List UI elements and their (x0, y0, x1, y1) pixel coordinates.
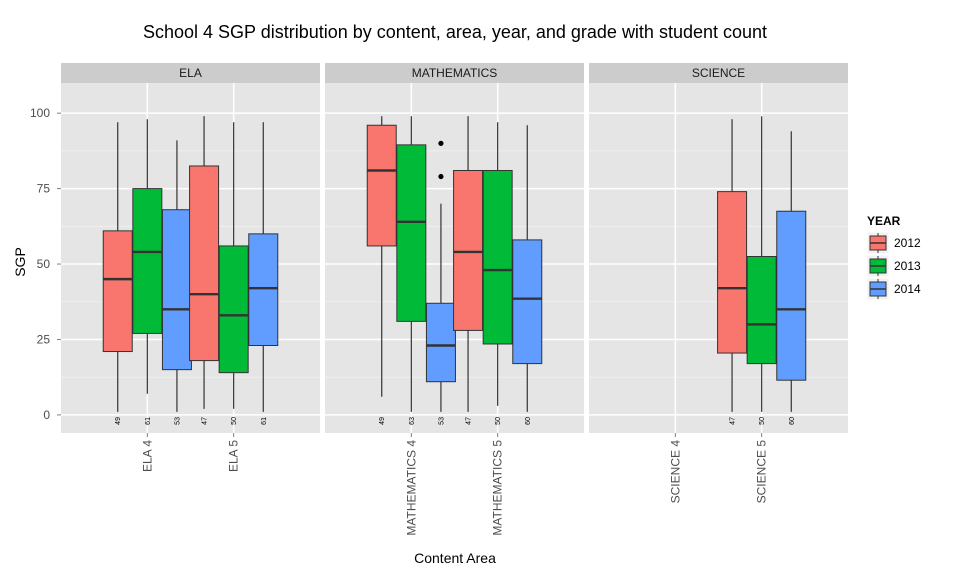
box-ela-4-2012: 49 (102, 122, 133, 425)
box-mathematics-4-2012: 49 (366, 116, 397, 425)
outlier-point (438, 140, 444, 146)
student-count-label: 61 (261, 417, 268, 425)
legend-item-2014: 2014 (866, 277, 921, 301)
student-count-label: 61 (145, 417, 152, 425)
box-body (161, 209, 192, 371)
legend-item-2012: 2012 (866, 231, 921, 255)
y-tick-label: 100 (30, 106, 50, 120)
student-count-label: 47 (730, 417, 737, 425)
legend: YEAR 2012 2013 2014 (866, 214, 921, 301)
facet-panel-science: SCIENCE SCIENCE 4 SCIENCE 5 47 50 60 (589, 63, 848, 503)
box-science-5-2012: 47 (717, 119, 748, 425)
box-science-5-2014: 60 (776, 131, 807, 425)
outlier-point (438, 173, 444, 180)
box-body (746, 255, 777, 365)
student-count-label: 50 (759, 417, 766, 425)
student-count-label: 60 (789, 417, 796, 425)
student-count-label: 53 (438, 417, 445, 425)
legend-label: 2013 (894, 259, 921, 273)
facet-strip (61, 63, 320, 83)
box-mathematics-5-2013: 50 (482, 122, 513, 425)
x-tick-label: SCIENCE 5 (755, 440, 769, 504)
box-science-5-2013: 50 (746, 116, 777, 425)
box-body (366, 124, 397, 247)
x-tick-label: SCIENCE 4 (668, 440, 682, 504)
box-body (425, 302, 456, 383)
student-count-label: 49 (115, 417, 122, 425)
box-body (482, 170, 513, 345)
legend-label: 2012 (894, 236, 921, 250)
legend-label: 2014 (894, 282, 921, 296)
y-tick-label: 25 (37, 332, 51, 346)
y-tick-label: 0 (43, 408, 50, 422)
box-body (453, 170, 484, 331)
student-count-label: 47 (202, 417, 209, 425)
box-mathematics-4-2013: 63 (396, 116, 427, 425)
student-count-label: 50 (495, 417, 502, 425)
box-body (512, 239, 543, 365)
facet-strip (589, 63, 848, 83)
student-count-label: 47 (466, 417, 473, 425)
box-body (132, 188, 163, 334)
box-ela-5-2012: 47 (189, 116, 220, 425)
y-axis-title: SGP (12, 247, 28, 277)
y-axis: 0 25 50 75 100 (30, 106, 61, 422)
facet-strip-label: SCIENCE (692, 66, 745, 80)
student-count-label: 49 (379, 417, 386, 425)
x-axis-title: Content Area (414, 550, 496, 566)
x-tick-label: MATHEMATICS 5 (491, 440, 505, 536)
box-ela-4-2013: 61 (132, 119, 163, 425)
y-tick-label: 75 (37, 182, 51, 196)
facet-strip-label: MATHEMATICS (412, 66, 498, 80)
facet-strip (325, 63, 584, 83)
legend-title: YEAR (867, 214, 901, 228)
box-ela-5-2013: 50 (218, 122, 249, 425)
student-count-label: 53 (174, 417, 181, 425)
student-count-label: 60 (525, 417, 532, 425)
facet-panel-mathematics: MATHEMATICS MATHEMATICS 4 MATHEMATICS 5 49 6… (325, 63, 584, 536)
box-body (396, 144, 427, 322)
chart-title: School 4 SGP distribution by content, ar… (143, 22, 767, 42)
facet-panel-ela: ELA ELA 4 ELA 5 49 61 53 47 50 61 (61, 63, 320, 472)
box-body (717, 191, 748, 354)
box-mathematics-4-2014: 53 (425, 140, 456, 425)
box-body (218, 245, 249, 374)
facet-strip-label: ELA (179, 66, 202, 80)
legend-item-2013: 2013 (866, 254, 921, 278)
student-count-label: 63 (409, 417, 416, 425)
box-ela-5-2014: 61 (248, 122, 279, 425)
box-body (776, 210, 807, 381)
box-mathematics-5-2014: 60 (512, 125, 543, 425)
x-tick-label: ELA 5 (227, 440, 241, 472)
box-body (189, 165, 220, 362)
box-body (248, 233, 279, 347)
box-ela-4-2014: 53 (161, 140, 192, 425)
box-body (102, 230, 133, 353)
x-tick-label: ELA 4 (140, 440, 154, 472)
y-tick-label: 50 (37, 257, 51, 271)
student-count-label: 50 (231, 417, 238, 425)
x-tick-label: MATHEMATICS 4 (404, 440, 418, 536)
box-mathematics-5-2012: 47 (453, 116, 484, 425)
